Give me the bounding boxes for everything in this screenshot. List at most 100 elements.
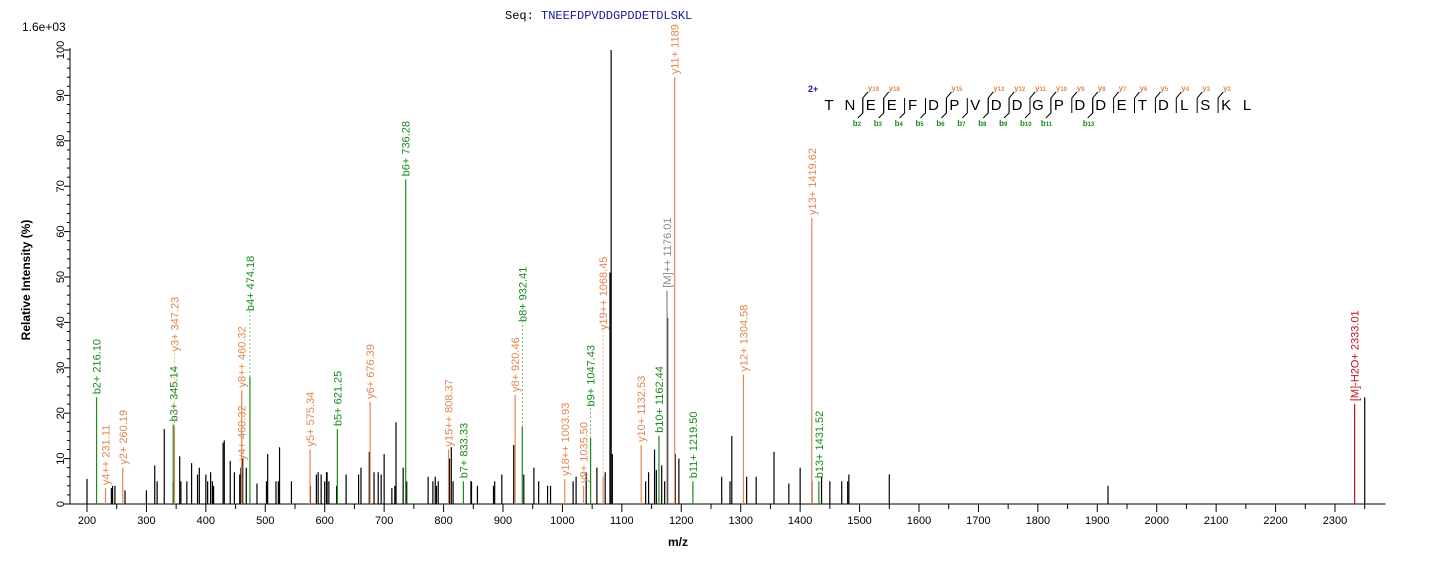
residue: D [1095,97,1106,114]
peak-label: b8+ 932.41 [517,267,529,322]
x-tick-label: 300 [137,515,155,527]
y-ion-marker [1071,91,1078,113]
y-ion-label: y9 [1077,84,1085,93]
x-tick-label: 1000 [550,515,574,527]
peak-label: b13+ 1431.52 [814,411,826,479]
x-tick-label: 400 [197,515,215,527]
charge-state: 2+ [808,84,818,94]
x-tick-label: 2100 [1204,515,1228,527]
residue: L [1243,97,1251,114]
peak-label: b5+ 621.25 [332,371,344,426]
y-ion-label: y11 [1035,84,1046,93]
b-ion-label: b4 [895,119,904,128]
residue: D [1012,97,1023,114]
b-ion-marker [1024,98,1031,119]
y-ion-label: y12 [1014,84,1026,93]
x-tick-label: 2300 [1323,515,1347,527]
b-ion-label: b8 [978,119,987,128]
y-tick-label: 50 [55,271,67,283]
y-ion-label: y18 [889,84,901,93]
max-intensity-label: 1.6e+03 [22,20,66,34]
peak-label: b4+ 474.18 [245,256,257,311]
y-ion-label: y5 [1160,84,1168,93]
b-ion-marker [1045,98,1052,119]
sequence-prefix: Seq: [505,9,534,23]
residue: P [949,97,959,114]
residue: K [1221,97,1231,114]
b-ion-marker [920,98,926,119]
b-ion-marker [1003,98,1010,119]
y-ion-label: y4 [1181,84,1189,93]
residue: T [1138,97,1147,114]
y-tick-label: 60 [55,225,67,237]
residue: D [928,97,939,114]
residue: G [1032,97,1044,114]
peak-label: y2+ 260.19 [118,410,130,465]
x-tick-label: 1800 [1026,515,1050,527]
peak-label: [M]-H2O+ 2333.01 [1350,310,1362,401]
b-ion-marker [941,98,947,119]
residue: F [908,97,917,114]
y-ion-label: y15 [951,84,963,93]
peak-label: b11+ 1219.50 [688,412,700,479]
x-tick-label: 1600 [907,515,931,527]
peak-label: y3+ 347.23 [169,297,181,352]
peak-label: [M]++ 1176.01 [662,217,674,287]
residue: S [1200,97,1210,114]
y-tick-label: 70 [55,180,67,192]
b-ion-label: b10 [1020,119,1032,128]
peak-label: y8++ 460.32 [237,326,249,387]
peak-label: y15++ 808.37 [444,379,456,446]
y-ion-marker [1113,91,1119,113]
b-ion-label: b6 [936,119,945,128]
b-ion-marker [899,98,906,119]
residue: D [1074,97,1085,114]
x-tick-label: 200 [78,515,96,527]
x-axis-title: m/z [668,535,688,549]
b-ion-label: b3 [874,119,883,128]
b-ion-marker [1087,98,1094,119]
x-tick-label: 1100 [610,515,634,527]
y-tick-label: 40 [55,316,67,328]
peak-label: y11+ 1189 [670,24,682,74]
x-tick-label: 500 [256,515,274,527]
y-tick-label: 80 [55,135,67,147]
x-tick-label: 2200 [1263,515,1287,527]
y-ion-marker [1154,91,1161,113]
b-ion-marker [878,98,885,119]
x-tick-label: 1200 [669,515,693,527]
y-tick-label: 30 [55,362,67,374]
x-tick-label: 1400 [788,515,812,527]
y-ion-label: y13 [993,84,1005,93]
y-ion-marker [1134,91,1140,113]
b-ion-label: b5 [916,119,925,128]
peak-label: b7+ 833.33 [458,423,470,478]
x-tick-label: 900 [494,515,512,527]
y-ion-label: y2 [1223,84,1231,93]
y-ion-marker [1217,91,1224,113]
residue: T [824,97,833,114]
x-tick-label: 700 [375,515,393,527]
peak-label: y8+ 920.46 [510,337,522,392]
residue: D [1158,97,1169,114]
x-tick-label: 600 [316,515,334,527]
y-ion-label: y19 [868,84,880,93]
b-ion-marker [857,98,864,119]
y-ion-label: y8 [1098,84,1106,93]
x-tick-label: 1500 [847,515,871,527]
peak-label: y4+ 460.32 [237,405,249,460]
residue: N [844,97,855,114]
y-tick-label: 10 [55,452,67,464]
sequence-text: TNEEFDPVDDGPDDETDLSKL [541,9,692,23]
y-ion-marker [1196,91,1203,113]
b-ion-label: b7 [957,119,966,128]
residue: E [1117,97,1127,114]
y-ion-label: y3 [1202,84,1210,93]
peak-label: b10+ 1162.44 [654,366,666,433]
peak-label: b6+ 736.28 [401,121,413,176]
peak-label: b2+ 216.10 [92,339,104,394]
y-ion-label: y6 [1140,84,1148,93]
b-ion-marker [961,98,968,119]
peak-label: y4++ 231.11 [100,425,112,485]
b-ion-label: b9 [999,119,1008,128]
